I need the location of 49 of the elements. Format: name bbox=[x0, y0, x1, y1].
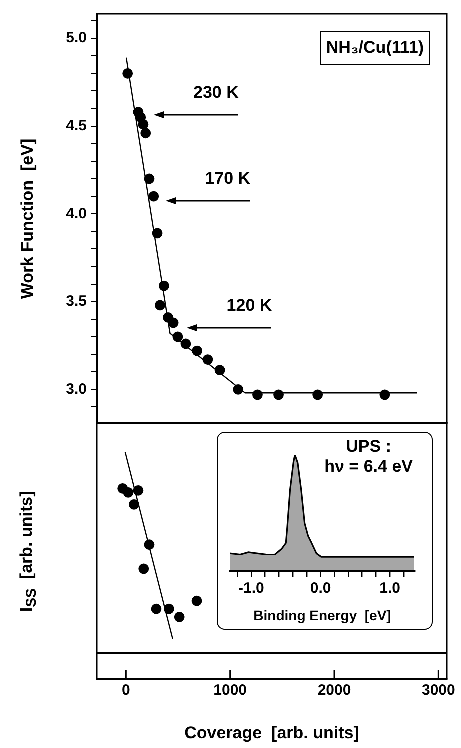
point bbox=[123, 487, 134, 498]
point bbox=[274, 390, 284, 400]
point bbox=[192, 596, 202, 606]
x-tick-label: 3000 bbox=[422, 682, 456, 700]
annotation: 170 K bbox=[205, 168, 251, 189]
annotation: 120 K bbox=[226, 296, 272, 316]
annotation: NH₃/Cu(111) bbox=[326, 37, 424, 59]
annotation: UPS : bbox=[345, 437, 392, 457]
point bbox=[133, 485, 144, 496]
y-axis-title: Work Function [eV] bbox=[18, 138, 38, 299]
y-tick-label: 3.0 bbox=[66, 380, 87, 398]
point bbox=[152, 228, 163, 239]
point bbox=[138, 564, 150, 574]
y-tick-label: 4.5 bbox=[66, 117, 87, 134]
point bbox=[233, 384, 244, 395]
point bbox=[138, 119, 149, 130]
point bbox=[214, 365, 226, 376]
point bbox=[148, 191, 160, 202]
point bbox=[128, 500, 140, 510]
point bbox=[252, 390, 263, 400]
point bbox=[172, 332, 184, 342]
x-tick-label: 1000 bbox=[214, 682, 248, 700]
annotation: hν = 6.4 eV bbox=[324, 457, 413, 477]
point bbox=[174, 612, 185, 622]
x-tick-label: 2000 bbox=[318, 682, 352, 700]
point bbox=[180, 338, 192, 350]
point bbox=[168, 318, 179, 328]
point bbox=[155, 300, 166, 311]
point bbox=[202, 354, 214, 366]
annotation: 230 K bbox=[194, 83, 239, 103]
point bbox=[144, 174, 155, 184]
x-tick-label: 0.0 bbox=[310, 580, 332, 598]
x-axis-title: Coverage [arb. units] bbox=[184, 723, 360, 742]
point bbox=[164, 604, 174, 614]
point bbox=[192, 346, 203, 356]
x-tick-label: 0 bbox=[122, 682, 130, 700]
point bbox=[380, 390, 390, 400]
point bbox=[144, 540, 155, 550]
point bbox=[312, 390, 324, 400]
y-tick-label: 4.0 bbox=[66, 205, 87, 222]
y-tick-label: 3.5 bbox=[66, 293, 87, 310]
x-tick-label: -1.0 bbox=[238, 580, 264, 598]
x-axis-title: Binding Energy [eV] bbox=[254, 607, 392, 624]
point bbox=[122, 68, 134, 79]
y-tick-label: 5.0 bbox=[66, 30, 87, 47]
x-tick-label: 1.0 bbox=[380, 580, 400, 598]
point bbox=[151, 604, 162, 614]
point bbox=[158, 280, 170, 292]
point bbox=[140, 128, 152, 139]
